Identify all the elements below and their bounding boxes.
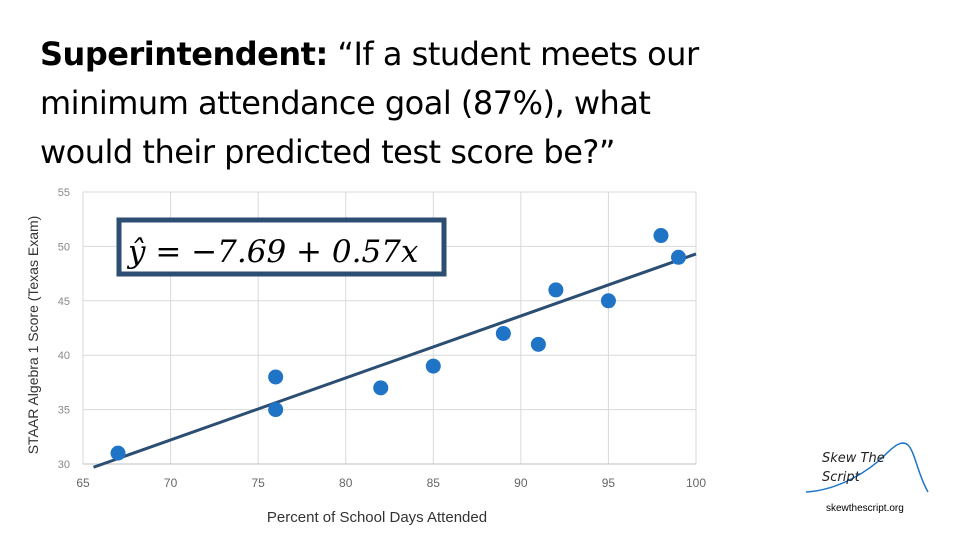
equation-text: ŷ = −7.69 + 0.57x xyxy=(126,234,419,270)
y-tick-label: 35 xyxy=(58,405,70,417)
x-tick-label: 100 xyxy=(686,476,706,490)
data-point xyxy=(373,380,389,396)
data-point xyxy=(495,325,511,341)
logo-line-1: Skew The xyxy=(822,451,885,466)
x-axis-label: Percent of School Days Attended xyxy=(267,509,487,526)
x-tick-label: 95 xyxy=(602,476,616,490)
y-axis-label: STAAR Algebra 1 Score (Texas Exam) xyxy=(25,216,41,455)
data-point xyxy=(653,228,669,244)
x-tick-label: 70 xyxy=(164,476,178,490)
data-point xyxy=(670,249,686,265)
skew-curve-logo-icon xyxy=(805,442,929,493)
speaker-label: Superintendent: xyxy=(40,35,328,73)
equation-box: ŷ = −7.69 + 0.57x xyxy=(116,217,447,277)
data-point xyxy=(425,358,441,374)
data-point xyxy=(600,293,616,309)
data-point xyxy=(110,445,126,461)
data-point xyxy=(548,282,564,298)
y-tick-label: 40 xyxy=(58,350,70,362)
data-point xyxy=(268,402,284,418)
regression-layer xyxy=(93,252,697,469)
x-tick-label: 90 xyxy=(514,476,528,490)
logo-text: Skew The Script xyxy=(822,449,885,487)
equation-frame xyxy=(116,217,447,277)
superintendent-question: Superintendent: “If a student meets our … xyxy=(40,30,740,177)
y-tick-label: 30 xyxy=(58,459,70,471)
regression-line xyxy=(93,252,697,469)
logo-line-2: Script xyxy=(822,470,860,485)
x-tick-label: 85 xyxy=(427,476,441,490)
x-tick-label: 65 xyxy=(76,476,90,490)
data-point xyxy=(530,336,546,352)
x-tick-label: 75 xyxy=(251,476,265,490)
data-points xyxy=(110,228,686,461)
y-tick-label: 55 xyxy=(58,187,70,199)
question-text: “If a student meets our minimum attendan… xyxy=(40,35,699,171)
y-tick-label: 50 xyxy=(58,241,70,253)
x-tick-label: 80 xyxy=(339,476,353,490)
y-tick-label: 45 xyxy=(58,296,70,308)
tick-labels: 65 70 75 80 85 90 95 100 30 35 40 45 50 55 xyxy=(58,187,707,490)
website-url[interactable]: skewthescript.org xyxy=(826,503,904,514)
data-point xyxy=(268,369,284,385)
